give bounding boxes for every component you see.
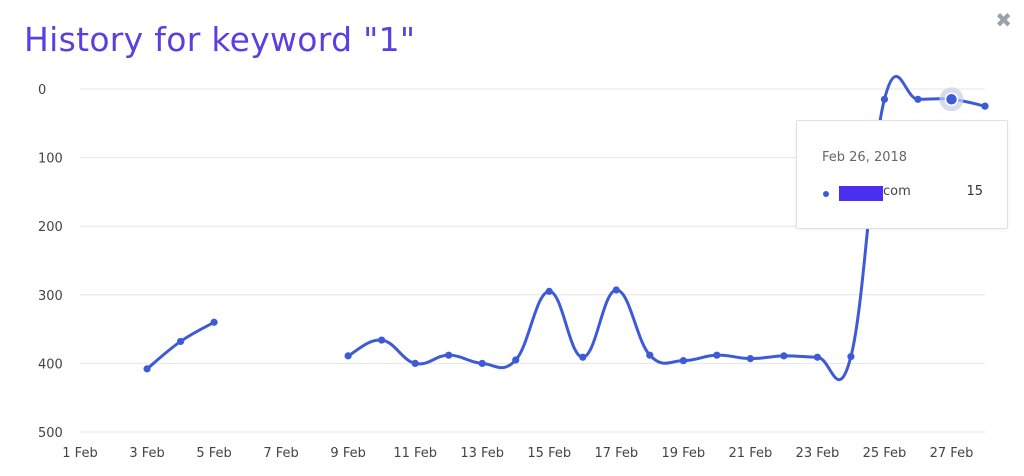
close-icon[interactable]: ✖ bbox=[995, 8, 1012, 32]
x-tick-label: 23 Feb bbox=[796, 446, 840, 461]
x-tick-label: 13 Feb bbox=[460, 446, 504, 461]
data-point bbox=[713, 351, 721, 359]
x-tick-label: 3 Feb bbox=[129, 446, 164, 461]
data-point bbox=[210, 318, 218, 326]
data-point bbox=[411, 359, 419, 367]
data-point bbox=[981, 102, 989, 110]
x-tick-label: 1 Feb bbox=[62, 446, 97, 461]
data-point bbox=[780, 352, 788, 360]
y-tick-label: 100 bbox=[38, 152, 63, 167]
x-tick-label: 15 Feb bbox=[527, 446, 571, 461]
x-tick-label: 19 Feb bbox=[661, 446, 705, 461]
x-tick-label: 27 Feb bbox=[930, 446, 974, 461]
data-point bbox=[445, 351, 453, 359]
x-tick-label: 7 Feb bbox=[263, 446, 298, 461]
data-point bbox=[478, 359, 486, 367]
x-tick-label: 17 Feb bbox=[594, 446, 638, 461]
data-point bbox=[545, 287, 553, 295]
tooltip-date: Feb 26, 2018 bbox=[822, 150, 908, 165]
chart-tooltip: Feb 26, 2018 com 15 bbox=[796, 120, 1008, 229]
data-point bbox=[512, 356, 520, 364]
tooltip-redacted-domain bbox=[839, 186, 883, 201]
x-tick-label: 9 Feb bbox=[330, 446, 365, 461]
y-tick-label: 300 bbox=[38, 289, 63, 304]
highlighted-point bbox=[944, 92, 959, 107]
y-tick-label: 500 bbox=[38, 426, 63, 441]
data-point bbox=[880, 95, 889, 103]
data-point bbox=[143, 365, 151, 373]
data-point bbox=[746, 354, 754, 363]
data-point bbox=[646, 351, 654, 359]
data-point bbox=[378, 336, 386, 344]
data-point bbox=[847, 352, 855, 361]
tooltip-series-label: com bbox=[883, 184, 911, 199]
x-tick-label: 25 Feb bbox=[863, 446, 907, 461]
data-point bbox=[914, 95, 922, 103]
data-point bbox=[579, 353, 587, 361]
data-point bbox=[679, 357, 687, 365]
y-tick-label: 200 bbox=[38, 220, 63, 235]
x-tick-label: 11 Feb bbox=[393, 446, 437, 461]
tooltip-value: 15 bbox=[966, 184, 983, 199]
data-point bbox=[344, 352, 352, 360]
data-point bbox=[612, 286, 620, 294]
series-line bbox=[145, 320, 216, 371]
x-tick-label: 5 Feb bbox=[196, 446, 231, 461]
y-tick-label: 0 bbox=[38, 83, 46, 98]
page-title: History for keyword "1" bbox=[24, 20, 416, 59]
y-tick-label: 400 bbox=[38, 357, 63, 372]
data-point bbox=[176, 337, 185, 346]
data-point bbox=[813, 353, 822, 361]
x-tick-label: 21 Feb bbox=[729, 446, 773, 461]
tooltip-series-dot-icon bbox=[823, 191, 829, 197]
